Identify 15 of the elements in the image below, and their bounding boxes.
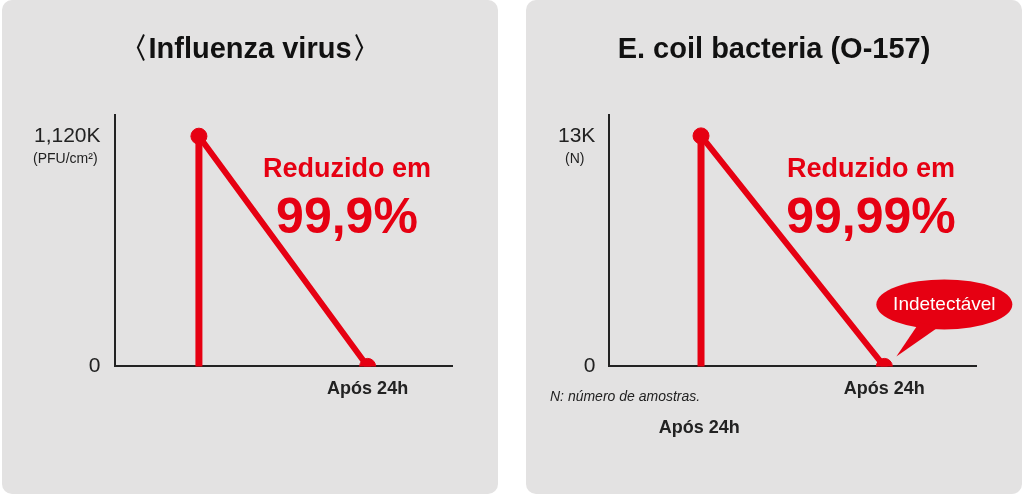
text: Após 24h: [658, 417, 740, 438]
y-tick-label: 0: [88, 353, 101, 377]
annotation: Indetectável: [893, 292, 996, 314]
y-axis-title: (N): [564, 149, 585, 166]
chart-title: 〈Influenza virus〉: [118, 31, 382, 66]
y-tick-label: 13K: [557, 122, 596, 146]
y-axis-title: (PFU/cm²): [33, 150, 98, 167]
annotation: 99,99%: [786, 187, 956, 244]
annotation: 99,9%: [276, 187, 418, 244]
annotation: Reduzido em: [262, 152, 432, 183]
y-tick-label: 1,120K: [34, 122, 101, 146]
annotation: Reduzido em: [786, 152, 956, 183]
chart-title: E. coil bacteria (O-157): [616, 31, 932, 66]
text: N: número de amostras.: [550, 388, 701, 405]
y-tick-label: 0: [583, 353, 596, 377]
